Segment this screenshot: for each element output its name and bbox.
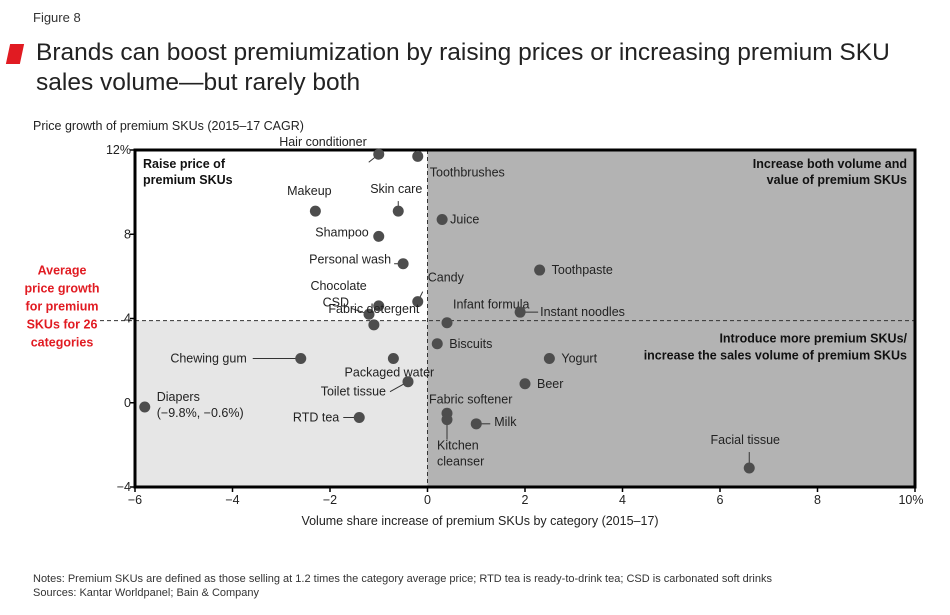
point-biscuits: [431, 338, 443, 350]
point-chocolate: [373, 300, 385, 312]
point-candy: [412, 296, 424, 308]
point-label-skin-care: Skin care: [370, 182, 422, 196]
quadrant-label-top-right: Increase both volume and: [753, 157, 907, 171]
point-shampoo: [373, 230, 385, 242]
point-hair-conditioner: [373, 148, 385, 160]
point-label-kitchen: Kitchen: [437, 439, 479, 453]
x-tick-label: −2: [323, 493, 337, 507]
point-fabric-detergent: [368, 319, 380, 331]
point-label-makeup: Makeup: [287, 184, 332, 198]
quadrant-right: [427, 150, 915, 487]
footnotes: Notes: Premium SKUs are defined as those…: [33, 572, 772, 600]
point-label-packaged-water: Packaged water: [345, 366, 435, 380]
y-tick-label: −4: [117, 480, 131, 494]
point-label-diapers: Diapers: [157, 390, 200, 404]
quadrant-bottom-left: [135, 320, 428, 487]
point-label-facial-tissue: Facial tissue: [711, 433, 781, 447]
point-label-chocolate: Chocolate: [310, 279, 366, 293]
quadrant-label-top-left: Raise price of: [143, 157, 226, 171]
average-annotation-label: for premium: [26, 300, 99, 314]
y-tick-label: 4: [124, 312, 131, 326]
point-facial-tissue: [743, 462, 755, 474]
x-tick-label: 0: [424, 493, 431, 507]
x-tick-label: −4: [225, 493, 239, 507]
point-sublabel-diapers: (−9.8%, −0.6%): [157, 406, 244, 420]
point-label-biscuits: Biscuits: [449, 337, 492, 351]
point-personal-wash: [397, 258, 409, 270]
x-tick-label: 10%: [898, 493, 923, 507]
point-label-infant-formula: Infant formula: [453, 298, 529, 312]
point-label-yogurt: Yogurt: [561, 352, 597, 366]
point-toothpaste: [534, 264, 546, 276]
point-label-personal-wash: Personal wash: [309, 253, 391, 267]
point-beer: [519, 378, 531, 390]
point-skin-care: [392, 205, 404, 217]
sources-text: Sources: Kantar Worldpanel; Bain & Compa…: [33, 587, 260, 599]
point-chewing-gum: [295, 353, 307, 365]
x-tick-label: 6: [717, 493, 724, 507]
point-label-toothpaste: Toothpaste: [552, 263, 613, 277]
point-kitchen: [441, 414, 453, 426]
point-label-juice: Juice: [450, 213, 479, 227]
average-annotation-label: SKUs for 26: [27, 318, 98, 332]
point-label-toilet-tissue: Toilet tissue: [321, 385, 386, 399]
point-milk: [470, 418, 482, 430]
point-label-instant-noodles: Instant noodles: [540, 305, 625, 319]
point-label-beer: Beer: [537, 377, 563, 391]
x-axis-label: Volume share increase of premium SKUs by…: [301, 514, 658, 528]
point-label-milk: Milk: [494, 415, 517, 429]
scatter-chart: Raise price of premium SKUs Increase both …: [24, 119, 923, 528]
y-tick-label: 12%: [106, 143, 131, 157]
point-yogurt: [543, 353, 555, 365]
point-toilet-tissue: [402, 376, 414, 388]
point-label-candy: Candy: [428, 271, 465, 285]
quadrant-label-bottom-right: increase the sales volume of premium SKU…: [644, 349, 907, 363]
notes-text: Notes: Premium SKUs are defined as those…: [33, 573, 772, 585]
point-label-hair-conditioner: Hair conditioner: [279, 135, 367, 149]
point-sublabel-kitchen: cleanser: [437, 455, 484, 469]
x-tick-label: 2: [522, 493, 529, 507]
quadrant-label-top-left: premium SKUs: [143, 173, 233, 187]
point-toothbrushes: [412, 150, 424, 162]
chart-title: Brands can boost premiumization by raisi…: [36, 39, 890, 96]
quadrant-label-bottom-right: Introduce more premium SKUs/: [719, 332, 907, 346]
average-annotation-label: price growth: [24, 282, 99, 296]
average-annotation-label: categories: [31, 336, 94, 350]
x-tick-label: 4: [619, 493, 626, 507]
point-label-toothbrushes: Toothbrushes: [430, 165, 505, 179]
point-label-shampoo: Shampoo: [315, 225, 369, 239]
point-instant-noodles: [514, 306, 526, 318]
point-infant-formula: [441, 317, 453, 329]
x-tick-label: −6: [128, 493, 142, 507]
point-label-fabric-detergent: Fabric detergent: [328, 302, 420, 316]
point-rtd-tea: [353, 411, 365, 423]
y-axis-label: Price growth of premium SKUs (2015–17 CA…: [33, 119, 304, 133]
figure-label: Figure 8: [33, 10, 81, 25]
y-tick-label: 8: [124, 227, 131, 241]
point-makeup: [309, 205, 321, 217]
point-label-chewing-gum: Chewing gum: [170, 352, 246, 366]
x-tick-label: 8: [814, 493, 821, 507]
point-diapers: [139, 401, 151, 413]
average-annotation-label: Average: [38, 264, 87, 278]
point-juice: [436, 214, 448, 226]
point-label-rtd-tea: RTD tea: [293, 410, 339, 424]
point-label-csd: CSD: [323, 295, 349, 309]
quadrant-label-top-right: value of premium SKUs: [767, 173, 907, 187]
point-packaged-water: [387, 353, 399, 365]
y-tick-label: 0: [124, 396, 131, 410]
point-csd: [363, 308, 375, 320]
point-label-fabric-softener: Fabric softener: [429, 392, 512, 406]
